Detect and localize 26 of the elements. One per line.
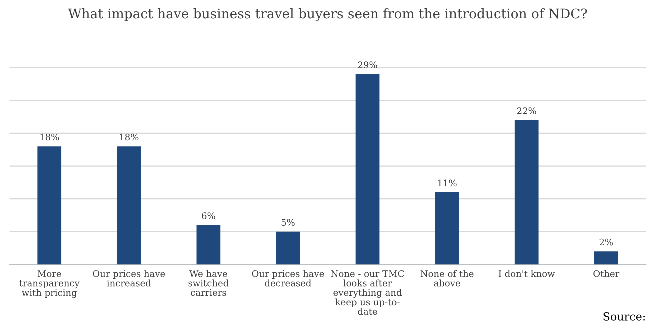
data-label: 29% [358,62,378,68]
data-label: 18% [40,134,60,141]
data-label: 6% [202,212,216,220]
data-label: 22% [517,108,536,114]
data-label: 11% [438,180,457,187]
x-tick-label: None of the above [420,270,474,287]
bar [196,225,221,265]
x-tick-label: Our prices have decreased [252,270,324,287]
x-tick-label: We have switched carriers [188,270,229,296]
x-tick-label: I don't know [498,270,556,278]
bar [356,74,380,265]
data-label: 2% [600,238,614,246]
bar [594,252,618,265]
bar [514,120,539,265]
x-tick-label: None - our TMC looks after everything and keep us up-to- date [331,270,404,316]
bar [117,146,142,265]
x-tick-label: More transparency with pricing [20,270,80,298]
data-label: 18% [120,134,139,141]
source-note: Source: [604,312,646,321]
bar [276,232,300,265]
bar [38,146,62,265]
x-tick-label: Other [594,270,620,278]
bar [435,192,460,265]
chart-title: What impact have business travel buyers seen from the introduction of NDC? [68,8,588,22]
x-tick-label: Our prices have increased [93,270,166,287]
data-label: 5% [282,219,295,226]
